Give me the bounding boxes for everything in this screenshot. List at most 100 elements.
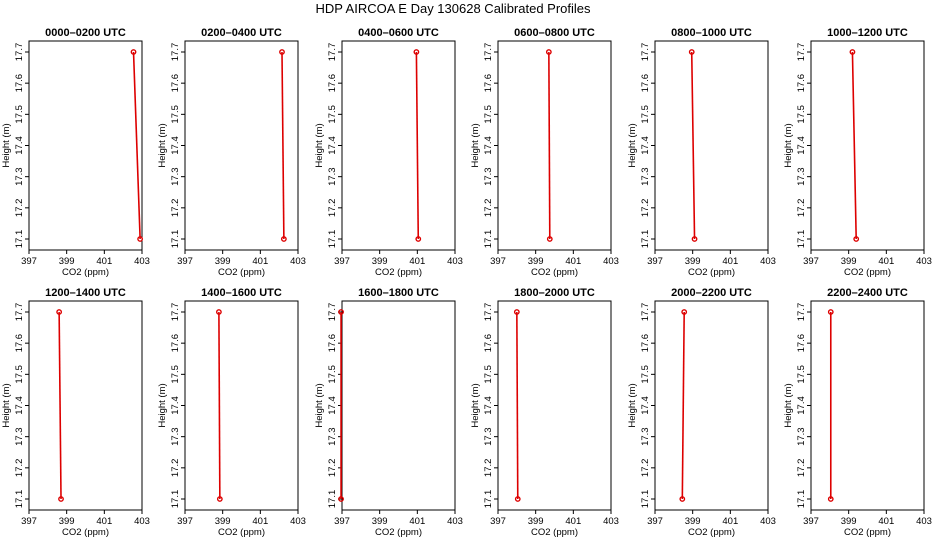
y-tick-label: 17.4: [640, 136, 651, 155]
profile-point: [827, 309, 834, 315]
panel-title: 0600–0800 UTC: [514, 27, 595, 39]
profile-point: [137, 236, 144, 242]
profile-panel: 2000–2200 UTC 397 399 401 403 17.1 17.2 17.3 17.…: [627, 287, 776, 538]
x-tick-label: 397: [803, 256, 819, 267]
profile-point: [413, 49, 420, 55]
x-tick-label: 397: [803, 516, 819, 527]
y-tick-label: 17.1: [796, 490, 807, 509]
panel-title: 1400–1600 UTC: [201, 287, 282, 299]
y-tick-label: 17.7: [796, 43, 807, 62]
y-tick-label: 17.4: [327, 396, 338, 415]
y-tick-label: 17.2: [170, 459, 181, 478]
panel-title: 0000–0200 UTC: [45, 27, 126, 39]
y-tick-label: 17.4: [796, 136, 807, 155]
x-tick-label: 401: [878, 256, 894, 267]
plot-frame: [184, 40, 299, 251]
y-axis-label: Height (m): [314, 123, 325, 167]
y-axis-label: Height (m): [314, 383, 325, 427]
plot-frame: [654, 40, 769, 251]
profile-panel: 0400–0600 UTC 397 399 401 403 17.1 17.2 17.3 17.…: [314, 27, 463, 278]
x-axis-label: CO2 (ppm): [375, 267, 422, 278]
y-tick-label: 17.2: [14, 199, 25, 218]
y-tick-label: 17.3: [170, 427, 181, 446]
y-tick-label: 17.5: [170, 105, 181, 124]
profile-point: [56, 309, 63, 315]
y-tick-label: 17.7: [170, 303, 181, 322]
y-tick-label: 17.5: [640, 105, 651, 124]
x-tick-label: 397: [21, 516, 37, 527]
profile-point: [546, 236, 553, 242]
y-tick-label: 17.4: [640, 396, 651, 415]
y-tick-label: 17.7: [640, 303, 651, 322]
x-axis-label: CO2 (ppm): [62, 527, 109, 538]
plot-frame: [341, 300, 456, 511]
profile-point: [827, 496, 834, 502]
y-tick-label: 17.3: [640, 167, 651, 186]
y-tick-label: 17.4: [327, 136, 338, 155]
y-tick-label: 17.1: [170, 230, 181, 249]
y-tick-label: 17.4: [170, 136, 181, 155]
profile-panel: 0800–1000 UTC 397 399 401 403 17.1 17.2 17.3 17.…: [627, 27, 776, 278]
y-tick-label: 17.3: [796, 427, 807, 446]
profile-point: [545, 49, 552, 55]
y-tick-label: 17.4: [14, 396, 25, 415]
co2-profile-line: [851, 51, 857, 240]
y-tick-label: 17.1: [483, 230, 494, 249]
y-axis-label: Height (m): [470, 123, 481, 167]
y-tick-label: 17.4: [14, 136, 25, 155]
y-axis-label: Height (m): [627, 383, 638, 427]
x-tick-label: 401: [252, 516, 268, 527]
x-tick-label: 397: [490, 516, 506, 527]
profile-panel: 1200–1400 UTC 397 399 401 403 17.1 17.2 17.3 17.…: [1, 287, 150, 538]
profile-point: [338, 309, 344, 315]
x-tick-label: 403: [290, 256, 306, 267]
y-tick-label: 17.1: [327, 490, 338, 509]
profile-point: [415, 236, 422, 242]
y-tick-label: 17.3: [483, 427, 494, 446]
x-tick-label: 397: [177, 256, 193, 267]
co2-profile-line: [415, 51, 420, 240]
plot-frame: [810, 300, 925, 511]
profile-point: [280, 236, 287, 242]
plot-frame: [654, 300, 769, 511]
figure-title: HDP AIRCOA E Day 130628 Calibrated Profi…: [315, 1, 591, 16]
co2-profile-line: [281, 51, 285, 240]
y-tick-label: 17.2: [327, 459, 338, 478]
y-tick-label: 17.2: [483, 459, 494, 478]
y-axis-label: Height (m): [157, 123, 168, 167]
x-tick-label: 397: [647, 516, 663, 527]
y-tick-label: 17.7: [327, 303, 338, 322]
x-tick-label: 403: [290, 516, 306, 527]
y-tick-label: 17.3: [796, 167, 807, 186]
x-tick-label: 403: [916, 516, 932, 527]
x-tick-label: 401: [722, 256, 738, 267]
profile-point: [853, 236, 860, 242]
x-tick-label: 397: [490, 256, 506, 267]
y-tick-label: 17.2: [327, 199, 338, 218]
y-tick-label: 17.5: [327, 105, 338, 124]
y-tick-label: 17.6: [327, 334, 338, 353]
x-tick-label: 401: [565, 256, 581, 267]
y-axis-label: Height (m): [157, 383, 168, 427]
x-tick-label: 399: [841, 516, 857, 527]
x-axis-label: CO2 (ppm): [218, 527, 265, 538]
profile-point: [215, 309, 222, 315]
profile-panel: 1600–1800 UTC 397 399 401 403 17.1 17.2 17.3 17.…: [314, 287, 463, 538]
co2-profile-line: [690, 51, 696, 240]
co2-profile-line: [516, 311, 519, 500]
y-tick-label: 17.4: [483, 136, 494, 155]
y-tick-label: 17.6: [640, 334, 651, 353]
panel-title: 0200–0400 UTC: [201, 27, 282, 39]
x-tick-label: 399: [215, 516, 231, 527]
y-tick-label: 17.5: [796, 365, 807, 384]
y-tick-label: 17.5: [327, 365, 338, 384]
x-tick-label: 403: [447, 516, 463, 527]
x-tick-label: 399: [841, 256, 857, 267]
x-tick-label: 401: [96, 516, 112, 527]
x-tick-label: 403: [134, 256, 150, 267]
plot-frame: [810, 40, 925, 251]
x-tick-label: 401: [252, 256, 268, 267]
co2-profile-line: [681, 311, 685, 500]
profile-point: [338, 496, 344, 502]
y-tick-label: 17.3: [327, 427, 338, 446]
